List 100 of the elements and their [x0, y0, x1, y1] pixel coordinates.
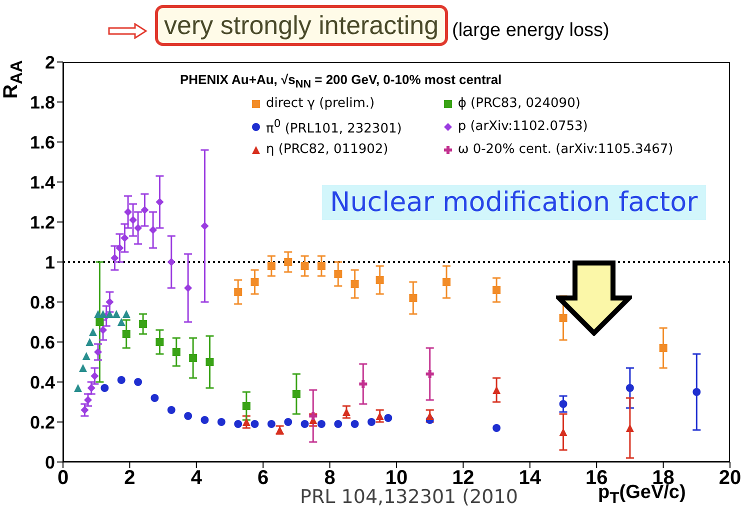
- point: [659, 344, 668, 352]
- point: [117, 318, 126, 326]
- point: [90, 372, 99, 380]
- point: [300, 420, 309, 428]
- point: [359, 380, 368, 388]
- point: [317, 420, 326, 428]
- point: [234, 288, 242, 296]
- y-tick-label: 1.8: [30, 92, 55, 112]
- point: [284, 418, 292, 426]
- legend-label: p (arXiv:1102.0753): [458, 119, 588, 134]
- point: [206, 358, 214, 366]
- point: [86, 338, 94, 346]
- point: [267, 262, 276, 270]
- point: [309, 412, 318, 420]
- point: [172, 348, 180, 356]
- point: [80, 406, 89, 414]
- point: [134, 224, 142, 232]
- point: [626, 384, 634, 392]
- point: [492, 286, 501, 294]
- point: [200, 222, 209, 230]
- point: [234, 420, 242, 428]
- point: [116, 244, 124, 252]
- point: [89, 328, 98, 336]
- chart-title: very strongly interacting: [155, 5, 448, 46]
- point: [99, 326, 108, 334]
- point: [317, 262, 326, 270]
- chart-subtitle: (large energy loss): [452, 20, 610, 42]
- annotation: PHENIX Au+Au, √s$_{NN}$ = 200 GeV, 0-10% most central: [180, 72, 502, 91]
- point: [492, 386, 501, 394]
- point: [110, 254, 119, 262]
- x-tick-label: 14: [518, 467, 542, 490]
- point: [156, 198, 164, 206]
- legend-label: direct γ (prelim.): [266, 96, 375, 111]
- y-tick-label: 0.4: [30, 372, 55, 392]
- point: [350, 280, 359, 288]
- legend-label: ω 0-20% cent. (arXiv:1105.3467): [458, 142, 674, 157]
- point: [334, 270, 342, 278]
- legend-label: ϕ (PRC83, 024090): [458, 96, 580, 111]
- point: [376, 276, 384, 284]
- y-tick-label: 1.2: [30, 212, 55, 232]
- point: [129, 216, 138, 224]
- point: [134, 378, 142, 386]
- point: [442, 278, 451, 286]
- point: [292, 390, 300, 398]
- point: [217, 418, 226, 426]
- point: [426, 370, 434, 378]
- point: [376, 412, 384, 420]
- x-tick-label: 4: [190, 467, 203, 490]
- point: [156, 338, 164, 346]
- point: [242, 418, 250, 426]
- point: [250, 420, 259, 428]
- point: [367, 418, 376, 426]
- point: [106, 310, 114, 318]
- point: [184, 412, 192, 420]
- x-tick-label: 2: [124, 467, 136, 490]
- point: [140, 206, 149, 214]
- point: [120, 234, 129, 242]
- point: [117, 376, 126, 384]
- point: [334, 420, 342, 428]
- point: [559, 314, 568, 322]
- point: [267, 420, 276, 428]
- point: [242, 402, 250, 410]
- point: [492, 424, 501, 432]
- point: [139, 320, 148, 328]
- point: [74, 384, 82, 392]
- point: [112, 310, 120, 318]
- point: [350, 420, 359, 428]
- y-tick-label: 0: [44, 452, 55, 472]
- point: [342, 408, 350, 416]
- point: [692, 388, 701, 396]
- annotation: Nuclear modification factor: [322, 185, 706, 220]
- point: [300, 262, 309, 270]
- point: [150, 394, 159, 402]
- point: [189, 354, 198, 362]
- point: [149, 226, 158, 234]
- point: [94, 348, 102, 356]
- x-tick-label: 20: [718, 467, 742, 490]
- point: [284, 258, 292, 266]
- point: [106, 298, 114, 306]
- point: [100, 384, 109, 392]
- y-tick-label: 2: [44, 52, 55, 72]
- point: [167, 406, 176, 414]
- point: [200, 416, 209, 424]
- y-tick-label: 0.8: [30, 292, 55, 312]
- x-tick-label: 6: [258, 467, 269, 490]
- point: [409, 294, 418, 302]
- y-tick-label: 1.6: [30, 132, 55, 152]
- point: [626, 424, 634, 432]
- point: [122, 310, 130, 318]
- point: [559, 400, 568, 408]
- point: [79, 364, 88, 372]
- point: [184, 284, 192, 292]
- point: [167, 258, 176, 266]
- point: [122, 330, 130, 338]
- y-tick-label: 1.4: [30, 172, 55, 192]
- y-tick-label: 0.6: [30, 332, 55, 352]
- y-tick-label: 0.2: [30, 412, 55, 432]
- point: [384, 414, 392, 422]
- point: [96, 318, 104, 326]
- point: [426, 412, 434, 420]
